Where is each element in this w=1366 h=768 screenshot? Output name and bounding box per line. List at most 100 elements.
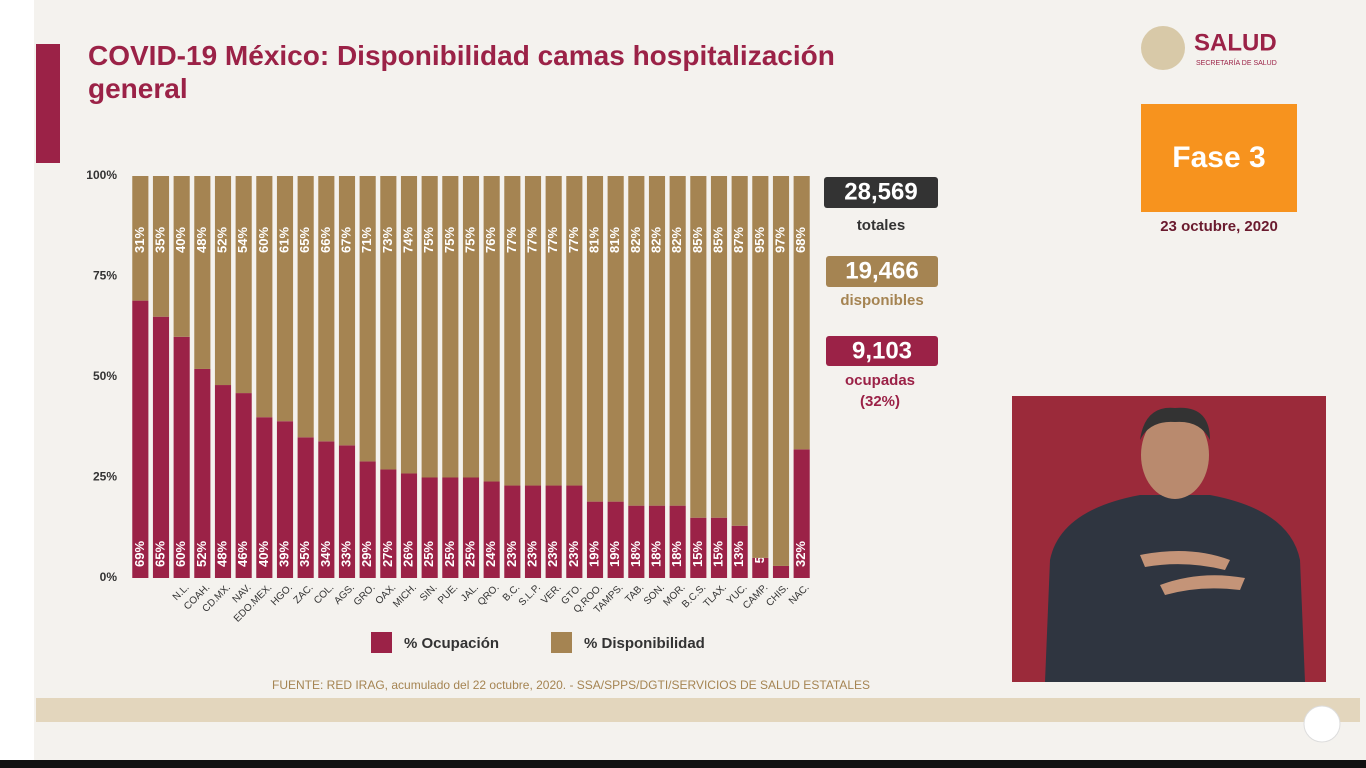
bar-segment <box>628 505 645 578</box>
value-label: 48% <box>214 541 229 567</box>
source-note: FUENTE: RED IRAG, acumulado del 22 octub… <box>272 678 870 692</box>
bar-segment <box>566 485 583 578</box>
value-label: 52% <box>194 541 209 567</box>
bar-segment <box>690 517 707 578</box>
legend-swatch <box>551 632 572 653</box>
bar-segment <box>400 473 418 578</box>
phase-text: Fase 3 <box>1172 141 1265 174</box>
bar-segment <box>731 525 748 578</box>
bar-segment <box>318 176 335 442</box>
bar-segment <box>359 461 376 578</box>
bar-segment <box>421 176 438 478</box>
value-label: 23% <box>545 541 560 567</box>
y-tick-label: 50% <box>93 369 117 383</box>
value-label: 81% <box>607 227 622 253</box>
bar-segment <box>628 176 645 506</box>
y-tick-label: 75% <box>93 269 117 283</box>
value-label: 32% <box>793 541 808 567</box>
bar-segment <box>276 421 294 578</box>
value-label: 46% <box>235 541 250 567</box>
value-label: 75% <box>442 227 457 253</box>
stat-value: 28,569 <box>844 178 917 205</box>
value-label: 77% <box>545 227 560 253</box>
value-label: 13% <box>731 541 746 567</box>
value-label: 85% <box>690 227 705 253</box>
bar-segment <box>421 477 438 578</box>
y-tick-label: 100% <box>86 168 117 182</box>
chart-title: COVID-19 México: Disponibilidad camas ho… <box>88 40 843 104</box>
legend-label: % Ocupación <box>404 635 499 652</box>
value-label: 35% <box>152 227 167 253</box>
value-label: 87% <box>731 227 746 253</box>
bar-segment <box>462 477 480 578</box>
value-label: 76% <box>483 227 498 253</box>
value-label: 34% <box>318 541 333 567</box>
bar-segment <box>132 300 149 578</box>
bar-segment <box>793 176 810 450</box>
legend-swatch <box>371 632 392 653</box>
bar-segment <box>380 176 397 470</box>
bar-segment <box>504 176 521 486</box>
title-line: COVID-19 México: Disponibilidad camas ho… <box>88 40 835 71</box>
value-label: 23% <box>566 541 581 567</box>
value-label: 29% <box>359 541 374 567</box>
value-label: 48% <box>194 227 209 253</box>
bar-segment <box>297 176 314 438</box>
value-label: 75% <box>462 227 477 253</box>
value-label: 27% <box>380 541 395 567</box>
value-label: 23% <box>504 541 519 567</box>
bar-segment <box>214 176 232 386</box>
stat-box <box>824 177 938 208</box>
stat-box <box>826 256 938 287</box>
stat-label: disponibles <box>840 292 923 309</box>
value-label: 15% <box>690 541 705 567</box>
title-accent <box>36 44 60 163</box>
bar-segment <box>235 393 252 578</box>
phase-box <box>1141 104 1297 212</box>
bar-segment <box>152 316 170 578</box>
stat-value: 9,103 <box>852 337 912 364</box>
bar-segment <box>297 437 314 578</box>
bar-segment <box>359 176 376 462</box>
bar-segment <box>380 469 397 578</box>
value-label: 82% <box>628 227 643 253</box>
bar-segment <box>483 481 500 578</box>
bar-segment <box>710 176 728 518</box>
value-label: 65% <box>152 541 167 567</box>
logo-subtitle: SECRETARÍA DE SALUD <box>1196 58 1277 67</box>
bar-segment <box>132 176 149 301</box>
value-label: 66% <box>318 227 333 253</box>
bar-segment <box>276 176 294 422</box>
bar-segment <box>462 176 480 478</box>
bar-segment <box>710 517 728 578</box>
value-label: 40% <box>256 541 271 567</box>
value-label: 39% <box>276 541 291 567</box>
value-label: 77% <box>504 227 519 253</box>
bar-segment <box>793 449 810 578</box>
value-label: 31% <box>132 227 147 253</box>
stat-box <box>826 336 938 366</box>
logo-text: SALUD <box>1194 29 1277 56</box>
bar-segment <box>235 176 252 394</box>
value-label: 82% <box>648 227 663 253</box>
bar-segment <box>400 176 418 474</box>
value-label: 40% <box>173 227 188 253</box>
y-tick-label: 25% <box>93 470 117 484</box>
bar-segment <box>607 501 624 578</box>
bar-segment <box>504 485 521 578</box>
bar-segment <box>442 477 459 578</box>
value-label: 69% <box>132 541 147 567</box>
bar-segment <box>752 176 769 558</box>
value-label: 81% <box>586 227 601 253</box>
interpreter-hair <box>1140 407 1210 440</box>
value-label: 35% <box>297 541 312 567</box>
value-label: 15% <box>710 541 725 567</box>
bar-segment <box>442 176 459 478</box>
legend: % Ocupación % Disponibilidad <box>371 632 705 653</box>
bar-segment <box>173 336 190 578</box>
bar-segment <box>524 176 542 486</box>
logo-emblem <box>1141 26 1185 70</box>
value-label: 33% <box>338 541 353 567</box>
bar-segment <box>545 485 562 578</box>
